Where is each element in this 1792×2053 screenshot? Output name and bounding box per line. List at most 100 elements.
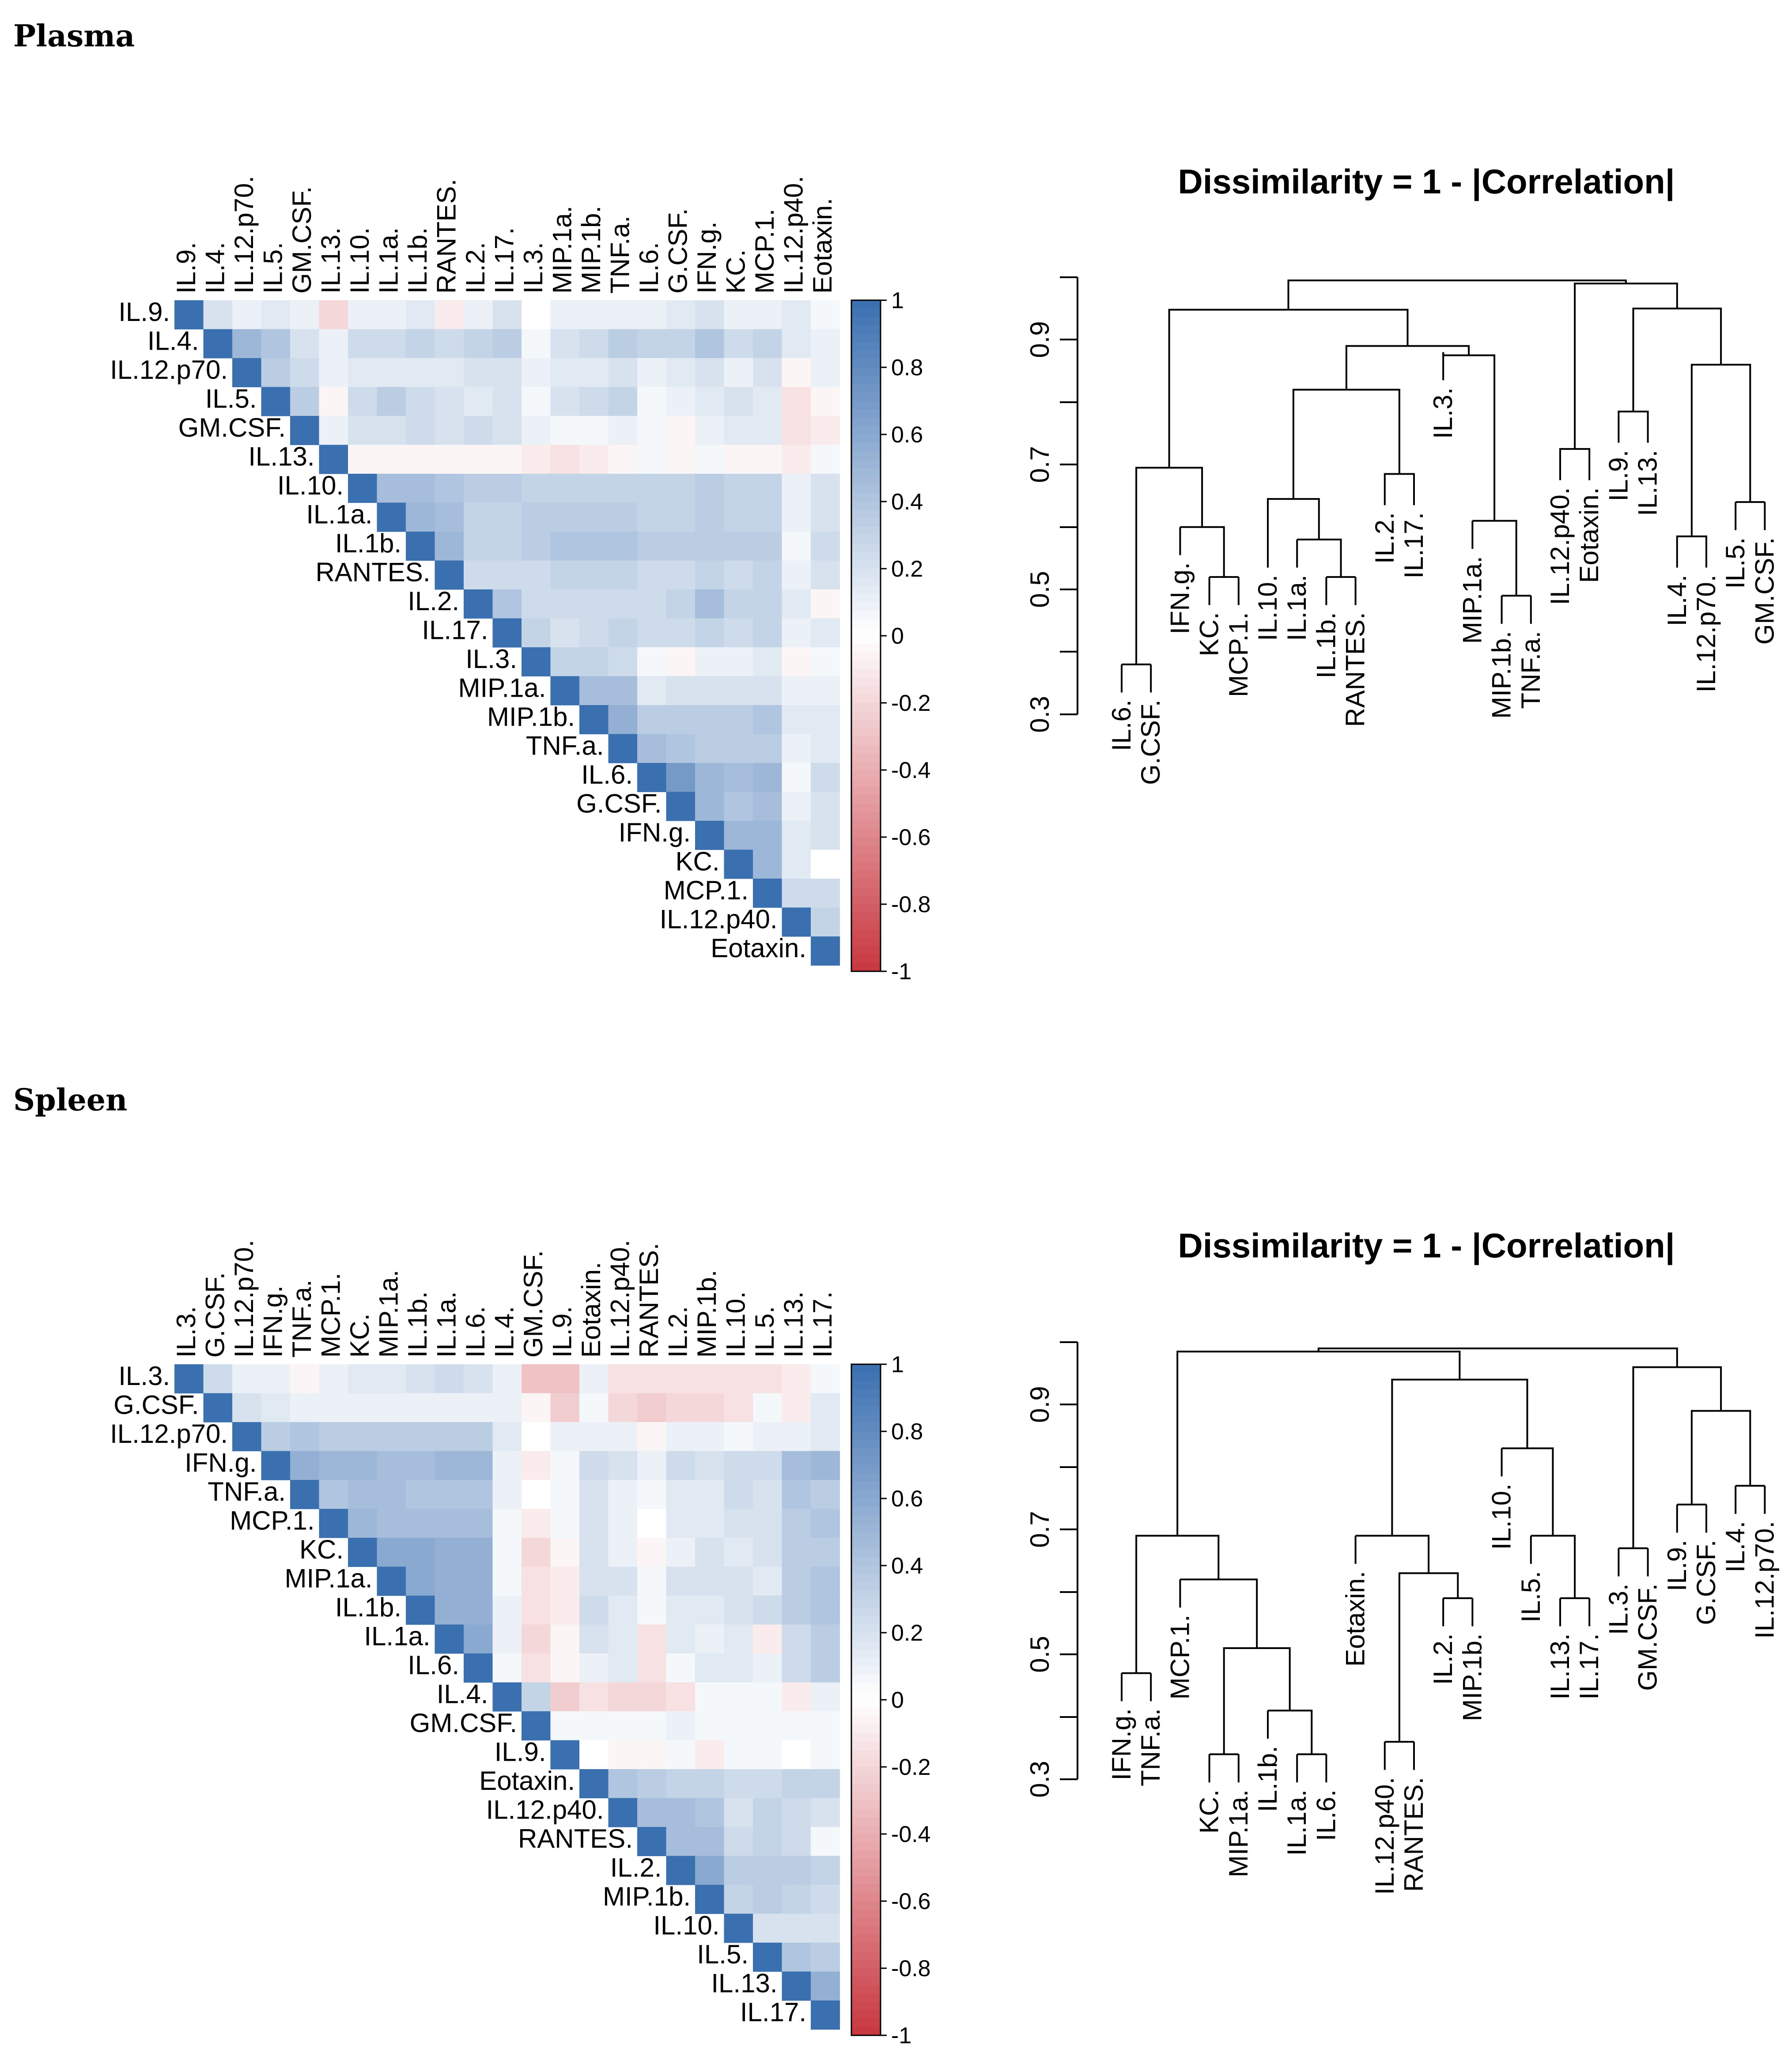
plasma-heatmap-cell — [724, 416, 753, 445]
spleen-heatmap-cell — [579, 1624, 609, 1654]
spleen-heatmap-cell — [811, 1740, 840, 1770]
spleen-heatmap-cell — [753, 1566, 783, 1596]
plasma-row-label: MIP.1b. — [487, 702, 575, 732]
spleen-heatmap-cell — [492, 1451, 522, 1480]
plasma-heatmap-cell — [666, 676, 696, 706]
plasma-heatmap-cell — [579, 618, 609, 648]
spleen-heatmap-cell — [492, 1509, 522, 1538]
spleen-heatmap-cell — [724, 1538, 753, 1567]
plasma-heatmap-cell — [724, 387, 753, 416]
plasma-heatmap-cell — [637, 763, 667, 793]
plasma-heatmap-cell — [753, 879, 783, 908]
plasma-heatmap-cell — [695, 705, 725, 735]
spleen-colorbar-step — [851, 1775, 881, 1784]
spleen-heatmap-cell — [724, 1740, 753, 1770]
plasma-heatmap-cell — [782, 502, 811, 532]
plasma-heatmap-cell — [782, 907, 811, 937]
spleen-colorbar-step — [851, 1431, 881, 1440]
spleen-colorbar-step — [851, 1851, 881, 1860]
spleen-heatmap-cell — [782, 1711, 811, 1741]
plasma-heatmap-cell — [435, 445, 464, 474]
spleen-heatmap-cell — [782, 1798, 811, 1827]
spleen-colorbar-step — [851, 1591, 881, 1600]
spleen-colorbar-step — [851, 1540, 881, 1549]
plasma-colorbar-step — [851, 661, 881, 670]
spleen-colorbar-step — [851, 1725, 881, 1734]
spleen-heatmap-cell — [348, 1393, 378, 1423]
spleen-heatmap-cell — [811, 1596, 840, 1625]
plasma-heatmap-cell — [261, 300, 291, 330]
plasma-column-label: IL.17. — [490, 227, 519, 294]
spleen-column-label: TNF.a. — [287, 1279, 317, 1358]
plasma-colorbar-step — [851, 409, 881, 418]
spleen-heatmap-cell — [637, 1624, 667, 1654]
plasma-heatmap-cell — [666, 589, 696, 619]
spleen-heatmap-cell — [782, 1566, 811, 1596]
spleen-colorbar-step — [851, 1582, 881, 1591]
plasma-heatmap-cell — [550, 358, 580, 388]
spleen-heatmap-cell — [637, 1509, 667, 1538]
spleen-heatmap-cell — [608, 1364, 638, 1394]
spleen-heatmap-cell — [435, 1393, 464, 1423]
plasma-heatmap-cell — [782, 358, 811, 388]
plasma-colorbar-step — [851, 543, 881, 552]
plasma-colorbar-step — [851, 862, 881, 871]
plasma-heatmap-cell — [724, 763, 753, 793]
spleen-heatmap-cell — [695, 1827, 725, 1857]
plasma-heatmap-cell — [637, 358, 667, 388]
spleen-heatmap-cell — [724, 1566, 753, 1596]
plasma-colorbar-step — [851, 736, 881, 745]
spleen-dendrogram-merge — [1501, 1447, 1554, 1536]
plasma-heatmap-cell — [724, 532, 753, 561]
plasma-heatmap-cell — [608, 416, 638, 445]
spleen-heatmap-cell — [464, 1509, 493, 1538]
spleen-column-label: Eotaxin. — [576, 1262, 606, 1358]
plasma-dendrogram-leaf-label: IL.13. — [1633, 450, 1663, 516]
spleen-heatmap-cell — [811, 1711, 840, 1741]
spleen-heatmap-cell — [377, 1538, 406, 1567]
plasma-heatmap-cell — [666, 445, 696, 474]
plasma-heatmap-cell — [637, 734, 667, 763]
plasma-dendrogram-leaf-label: MIP.1a. — [1457, 556, 1487, 644]
plasma-colorbar-step — [851, 762, 881, 770]
plasma-heatmap-cell — [522, 416, 551, 445]
plasma-dendrogram-title: Dissimilarity = 1 - |Correlation| — [1178, 162, 1675, 201]
plasma-column-label: IL.12.p40. — [779, 176, 809, 294]
spleen-heatmap-cell — [522, 1566, 551, 1596]
spleen-dendrogram-leaf-label: IL.1a. — [1282, 1789, 1312, 1856]
plasma-heatmap-cell — [579, 474, 609, 503]
plasma-heatmap-cell — [666, 329, 696, 359]
spleen-heatmap-cell — [666, 1393, 696, 1423]
plasma-colorbar-step — [851, 804, 881, 812]
plasma-column-label: IL.2. — [461, 242, 490, 294]
spleen-heatmap-cell — [550, 1538, 580, 1567]
spleen-dendrogram-merge — [1180, 1578, 1258, 1648]
spleen-dendrogram-leaf-label: IL.3. — [1603, 1583, 1633, 1635]
spleen-heatmap-cell — [608, 1538, 638, 1567]
plasma-heatmap-cell — [406, 358, 435, 388]
plasma-colorbar-tick: -0.8 — [891, 892, 931, 917]
spleen-column-label: IL.6. — [461, 1306, 490, 1358]
plasma-dendrogram-leaf-label: Eotaxin. — [1574, 487, 1604, 583]
spleen-heatmap-cell — [406, 1538, 435, 1567]
spleen-colorbar-tick: -0.4 — [891, 1822, 931, 1847]
spleen-heatmap-cell — [753, 1913, 783, 1943]
plasma-heatmap-cell — [377, 416, 406, 445]
plasma-heatmap-cell — [811, 705, 840, 735]
plasma-heatmap-cell — [637, 502, 667, 532]
plasma-heatmap-cell — [753, 821, 783, 850]
plasma-heatmap-cell — [464, 502, 493, 532]
plasma-row-label: G.CSF. — [576, 789, 662, 819]
spleen-heatmap-cell — [608, 1798, 638, 1827]
spleen-heatmap-cell — [522, 1653, 551, 1683]
spleen-heatmap-cell — [319, 1451, 348, 1480]
plasma-heatmap-cell — [579, 532, 609, 561]
spleen-heatmap-cell — [319, 1393, 348, 1423]
spleen-heatmap-cell — [637, 1364, 667, 1394]
plasma-column-label: IL.5. — [258, 242, 288, 294]
spleen-dendrogram-leaf-label: IL.12.p70. — [1750, 1521, 1779, 1639]
spleen-heatmap-cell — [753, 1827, 783, 1857]
spleen-colorbar-tick: -0.8 — [891, 1956, 931, 1981]
spleen-heatmap-cell — [753, 1624, 783, 1654]
spleen-dendrogram-leaf-label: MIP.1b. — [1457, 1634, 1487, 1721]
